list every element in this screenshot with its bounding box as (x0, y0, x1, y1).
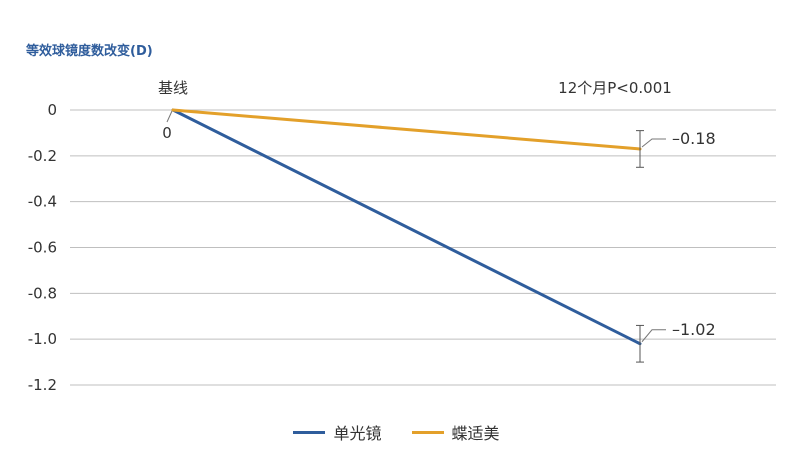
x-category-label: 基线 (158, 79, 188, 97)
leader-line (641, 329, 666, 343)
x-category-label: 12个月P<0.001 (558, 79, 672, 97)
legend-item-single-vision: 单光镜 (293, 420, 382, 444)
baseline-label: 0 (162, 124, 172, 142)
leader-line (166, 110, 173, 123)
legend-item-dims: 蝶适美 (411, 420, 500, 444)
series-line (171, 108, 642, 151)
leader-line (641, 138, 666, 148)
data-label: –1.02 (672, 320, 716, 339)
y-tick-label: -0.2 (28, 147, 57, 165)
legend-label-single-vision: 单光镜 (333, 424, 382, 443)
y-tick-label: 0 (47, 101, 57, 119)
y-tick-label: -1.0 (28, 330, 57, 348)
legend: 单光镜 蝶适美 (0, 420, 793, 444)
y-tick-label: -0.8 (28, 284, 57, 302)
y-tick-label: -0.4 (28, 193, 57, 211)
series-line (171, 108, 642, 346)
legend-swatch-single-vision (293, 430, 326, 434)
y-tick-label: -0.6 (28, 239, 57, 257)
legend-label-dims: 蝶适美 (451, 424, 500, 443)
y-axis-title: 等效球镜度数改变(D) (26, 44, 153, 59)
y-tick-label: -1.2 (28, 376, 57, 394)
data-label: –0.18 (672, 129, 716, 148)
legend-swatch-dims (411, 430, 444, 434)
